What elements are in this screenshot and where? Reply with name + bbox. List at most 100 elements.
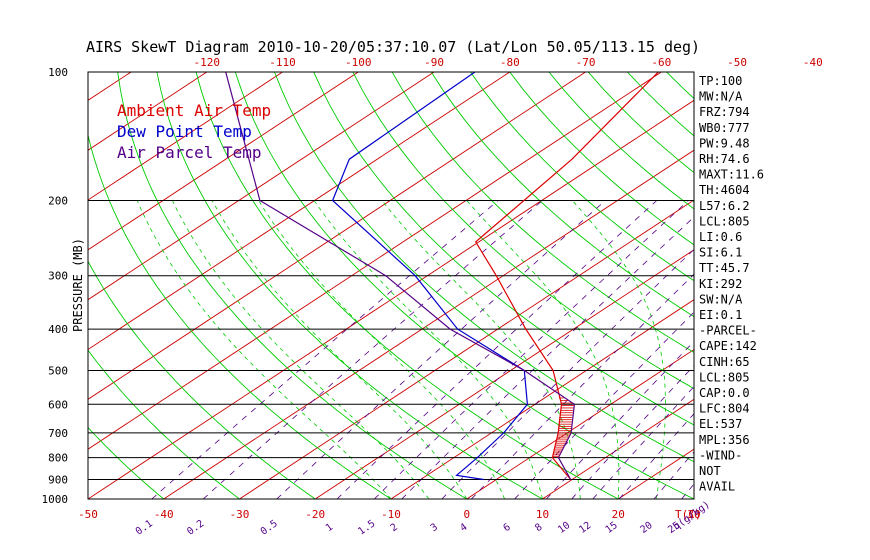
isobars	[88, 71, 694, 500]
isotherm-line	[542, 398, 694, 499]
top-temperature-ticks: -120 -110 -100 -90 -80 -70 -60 -50 -40	[194, 56, 823, 69]
index-entry: KI:292	[699, 277, 742, 291]
dry-adiabat-line	[352, 72, 694, 390]
index-entry: TH:4604	[699, 183, 750, 197]
index-entry: CINH:65	[699, 355, 750, 369]
index-entry: CAP:0.0	[699, 386, 750, 400]
dry-adiabat-line	[117, 72, 468, 499]
pressure-tick-label: 800	[48, 452, 68, 465]
moist-adiabat-line	[136, 200, 392, 499]
isotherm-line	[466, 348, 694, 499]
index-entry: WB0:777	[699, 121, 750, 135]
dry-adiabat-line	[863, 72, 870, 499]
dry-adiabat-line	[784, 72, 870, 499]
mixing-ratio-line	[202, 200, 543, 499]
pressure-tick-label: 100	[48, 66, 68, 79]
isotherm-line	[239, 199, 694, 499]
pressure-tick-label: 200	[48, 195, 68, 208]
bottom-temp-tick-label: -20	[305, 508, 325, 521]
mixing-ratio-line	[514, 311, 694, 499]
isotherm-line	[88, 72, 435, 301]
isotherm-line	[163, 149, 694, 499]
cape-hatch	[552, 397, 575, 458]
index-entry: LCL:805	[699, 370, 750, 384]
legend: Ambient Air Temp Dew Point Temp Air Parcel…	[117, 101, 271, 162]
dry-adiabat-line	[666, 72, 694, 100]
mixing-ratio-tick-label: 4	[458, 522, 469, 534]
mixing-ratio-tick-label: 1	[324, 522, 335, 534]
dry-adiabat-line	[88, 426, 165, 499]
dry-adiabat-line	[156, 72, 543, 499]
legend-entry: Ambient Air Temp	[117, 101, 271, 120]
isotherm-line	[390, 299, 694, 499]
index-entry: FRZ:794	[699, 105, 750, 119]
dry-adiabat-line	[88, 260, 316, 499]
isotherm-line	[88, 72, 662, 450]
top-temp-tick-label: -50	[727, 56, 747, 69]
index-entry: CAPE:142	[699, 339, 757, 353]
index-entry: AVAIL	[699, 480, 735, 494]
pressure-ticks: 100 200 300 400 500 600 700 800 900 1000	[42, 66, 69, 506]
chart-background-lines	[88, 72, 870, 500]
dry-adiabat-line	[88, 349, 240, 499]
pressure-tick-label: 300	[48, 270, 68, 283]
isotherm-line	[315, 249, 694, 499]
pressure-tick-label: 500	[48, 364, 68, 377]
index-entry: SW:N/A	[699, 292, 743, 306]
isotherm-line	[770, 72, 870, 499]
series-lines	[225, 72, 659, 481]
bottom-temperature-ticks: -50 -40 -30 -20 -10 0 10 20 30	[78, 508, 701, 521]
pressure-tick-label: 400	[48, 323, 68, 336]
top-temp-tick-label: -120	[194, 56, 221, 69]
plot-frame	[87, 71, 695, 500]
moist-adiabat-line	[572, 200, 666, 499]
index-entry: TT:45.7	[699, 261, 750, 275]
dry-adiabat-line	[391, 72, 694, 353]
moist-adiabat-line	[770, 201, 870, 500]
top-temp-tick-label: -110	[269, 56, 296, 69]
mixing-ratio-tick-label: 8	[533, 522, 544, 534]
mixing-ratio-line	[374, 200, 689, 499]
mixing-ratio-ticks: 0.1 0.2 0.5 1 1.5 2 3 4 6 8 10 12 15 20 25	[134, 518, 682, 537]
bottom-temp-tick-label: -50	[78, 508, 98, 521]
bottom-temp-tick-label: -10	[381, 508, 401, 521]
legend-entry: Dew Point Temp	[117, 122, 252, 141]
mixing-ratio-tick-label: 0.2	[185, 518, 206, 537]
index-entry: RH:74.6	[699, 152, 750, 166]
dry-adiabat-line	[823, 72, 870, 499]
isotherm-line	[88, 72, 359, 251]
dry-adiabat-line	[313, 72, 694, 426]
chart-title: AIRS SkewT Diagram 2010-10-20/05:37:10.0…	[86, 38, 700, 56]
mixing-ratio-line	[151, 200, 499, 499]
isotherm-line	[88, 72, 586, 400]
index-entry: MAXT:11.6	[699, 168, 764, 182]
moist-adiabat-line	[466, 200, 620, 499]
series-air-parcel-temp	[225, 72, 576, 480]
index-entry: NOT	[699, 464, 721, 478]
dry-adiabat-line	[195, 72, 619, 499]
dry-adiabat-line	[470, 72, 694, 282]
pressure-tick-label: 1000	[42, 493, 69, 506]
top-temp-tick-label: -40	[803, 56, 823, 69]
index-entry: TP:100	[699, 74, 742, 88]
index-entry: MW:N/A	[699, 90, 743, 104]
pressure-tick-label: 700	[48, 427, 68, 440]
mixing-ratio-tick-label: 20	[638, 520, 654, 536]
bottom-temp-tick-label: -30	[230, 508, 250, 521]
mixing-ratio-tick-label: 10	[556, 520, 572, 536]
top-temp-tick-label: -60	[651, 56, 671, 69]
mixing-ratio-tick-label: 2	[389, 522, 400, 534]
mixing-ratio-tick-label: 6	[502, 522, 513, 534]
mixing-ratio-tick-label: 0.1	[134, 518, 155, 537]
pressure-tick-label: 600	[48, 398, 68, 411]
index-entry: -WIND-	[699, 448, 742, 462]
index-entry: LI:0.6	[699, 230, 742, 244]
mixing-ratio-line	[471, 273, 694, 499]
legend-entry: Air Parcel Temp	[117, 143, 262, 162]
top-temp-tick-label: -90	[424, 56, 444, 69]
index-entry: PW:9.48	[699, 136, 750, 150]
mixing-ratio-tick-label: 12	[577, 520, 593, 536]
dry-adiabat-line	[430, 72, 694, 318]
index-entry: LFC:804	[699, 402, 750, 416]
